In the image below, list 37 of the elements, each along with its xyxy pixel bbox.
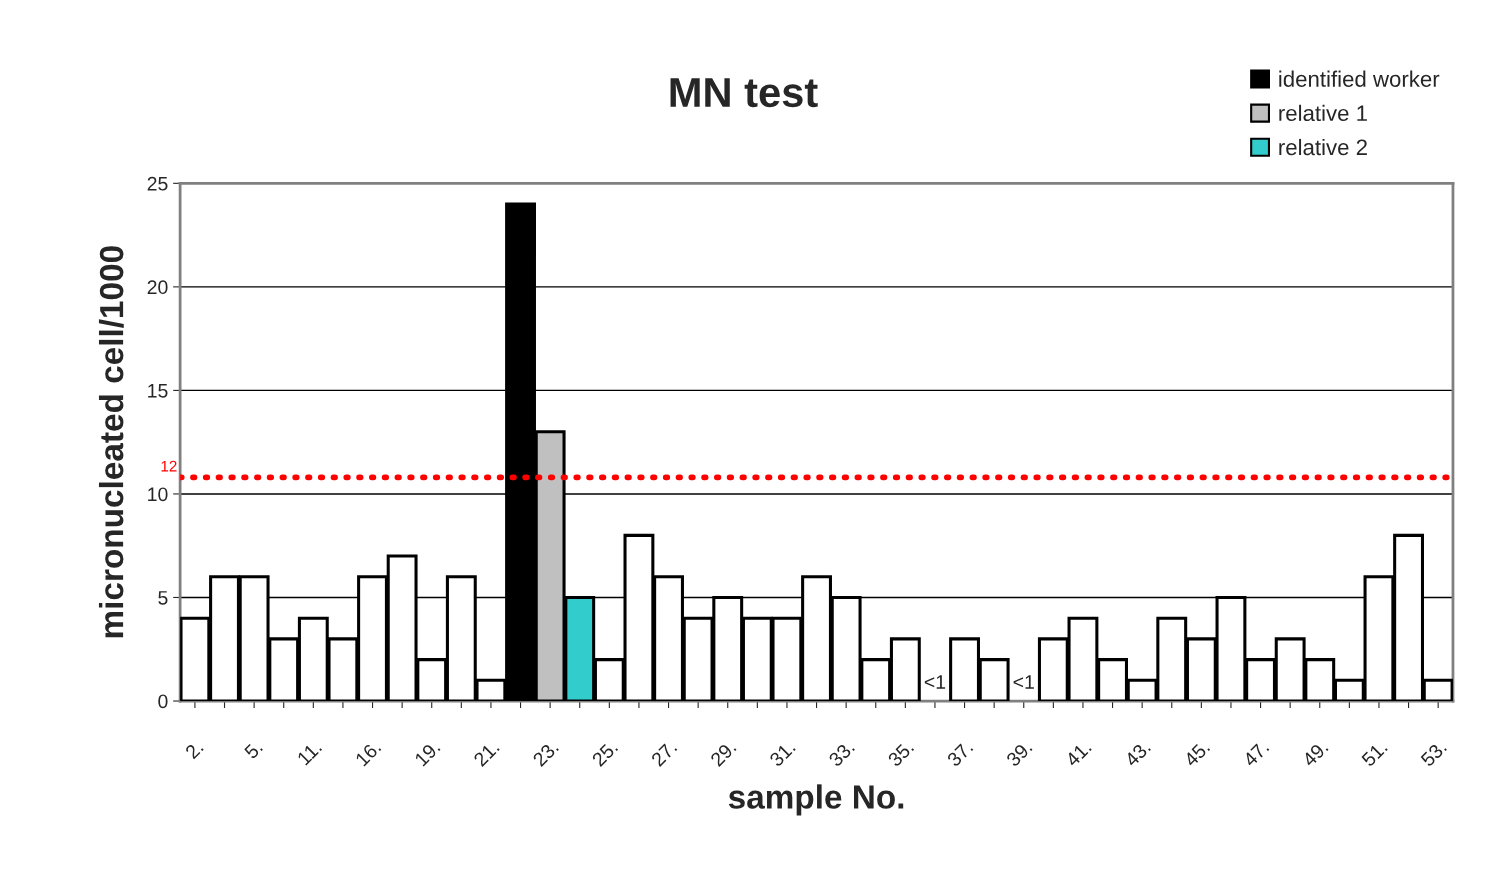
- x-tick-label: 16.: [354, 740, 382, 767]
- y-tick-label: 10: [148, 487, 168, 502]
- x-tick-label: 49.: [1301, 740, 1329, 768]
- y-axis-title: micronucleated cell/1000: [98, 246, 124, 638]
- y-tick-label: 15: [148, 384, 168, 398]
- x-tick-label: 21.: [472, 740, 500, 767]
- y-tick-label: 25: [147, 176, 168, 191]
- x-tick-label: 5.: [243, 740, 263, 760]
- x-tick-label: 51.: [1360, 740, 1388, 768]
- x-tick-label: 33.: [827, 740, 855, 768]
- x-tick-label: 35.: [887, 740, 915, 768]
- x-tick-label: 11.: [296, 740, 323, 766]
- x-tick-label: 19.: [414, 740, 441, 767]
- chart-title: MN test: [670, 78, 818, 108]
- x-tick-label: 31.: [768, 740, 796, 768]
- legend-label: relative 1: [1279, 104, 1367, 122]
- text: 12: [161, 460, 177, 472]
- legend-label: relative 2: [1279, 138, 1367, 156]
- x-tick-label: 43.: [1123, 740, 1151, 768]
- y-tick-label: 0: [158, 694, 168, 709]
- x-tick-label: 29.: [709, 740, 737, 768]
- legend-label: identified worker: [1279, 70, 1440, 87]
- x-tick-label: 25.: [591, 740, 619, 768]
- x-tick-label: 47.: [1242, 740, 1270, 768]
- text: <1: [1013, 675, 1034, 689]
- x-tick-label: 27.: [650, 740, 678, 767]
- y-tick-label: 20: [147, 280, 168, 295]
- x-tick-label: 23.: [532, 740, 559, 768]
- x-axis-title: sample No.: [728, 784, 904, 816]
- x-tick-label: 41.: [1064, 740, 1092, 768]
- x-tick-label: 37.: [946, 740, 974, 768]
- text: <1: [924, 675, 946, 689]
- x-tick-label: 39.: [1005, 740, 1033, 768]
- x-tick-label: 45.: [1183, 740, 1211, 768]
- x-tick-label: 2.: [184, 740, 204, 760]
- x-tick-label: 53.: [1419, 740, 1448, 768]
- y-tick-label: 5: [158, 591, 168, 605]
